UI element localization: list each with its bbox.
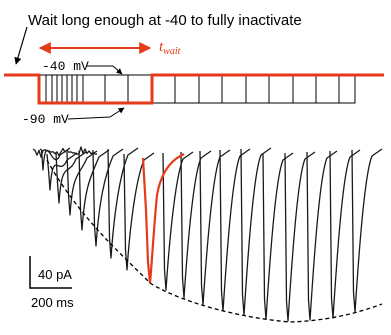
current-sweep	[262, 152, 294, 320]
current-sweep	[46, 152, 78, 191]
current-sweep	[351, 148, 383, 313]
current-sweep	[92, 148, 124, 247]
current-sweep	[284, 151, 316, 322]
peak-envelope-dashed	[46, 159, 383, 323]
voltage-protocol-grid	[38, 74, 356, 104]
current-sweep	[329, 149, 361, 319]
title-pointer-line	[14, 26, 28, 65]
current-sweep	[39, 147, 71, 171]
current-sweep	[162, 151, 194, 291]
highlighted-voltage-step	[4, 73, 384, 105]
title-text: Wait long enough at -40 to fully inactiv…	[28, 12, 302, 29]
hold-voltage-pointer	[86, 65, 123, 75]
current-sweep	[240, 147, 272, 316]
current-sweep	[78, 149, 110, 231]
current-scale-label: 40 pA	[38, 267, 72, 282]
scale-bar	[29, 256, 72, 289]
current-sweep	[107, 147, 139, 259]
highlighted-current-trace	[141, 153, 185, 284]
time-scale-label: 200 ms	[31, 295, 74, 310]
current-sweep	[180, 150, 212, 299]
current-sweep	[123, 152, 155, 271]
hold-voltage-label: -40 mV	[42, 59, 89, 74]
twait-label: twait	[159, 39, 181, 57]
step-voltage-pointer	[67, 107, 125, 120]
current-traces	[32, 146, 383, 322]
current-sweep	[306, 150, 338, 321]
current-sweep	[55, 151, 87, 204]
current-sweep	[66, 150, 98, 216]
step-voltage-label: -90 mV	[22, 112, 69, 127]
